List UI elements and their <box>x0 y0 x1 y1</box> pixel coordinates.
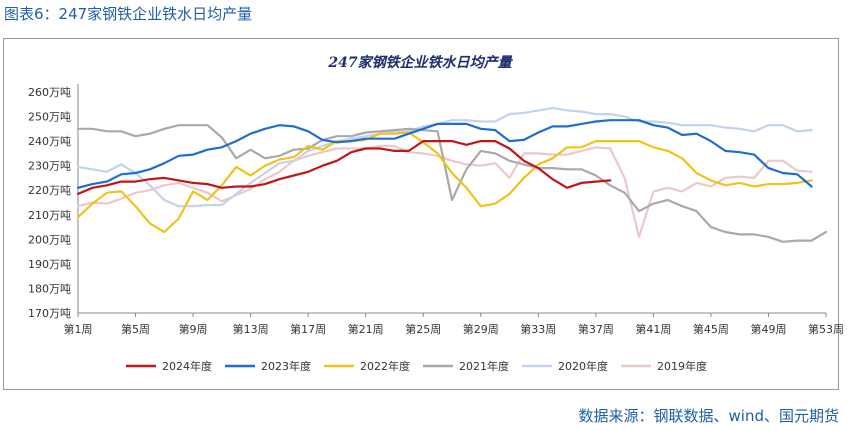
x-tick-label: 第9周 <box>179 322 208 336</box>
chart-frame <box>3 38 839 390</box>
legend-label: 2023年度 <box>261 359 311 373</box>
legend-label: 2021年度 <box>459 359 509 373</box>
series-line <box>76 131 813 234</box>
series-2020年度 <box>76 106 813 208</box>
legend-label: 2020年度 <box>558 359 608 373</box>
series-line <box>76 106 813 208</box>
legend-item: 2022年度 <box>324 359 410 373</box>
legend-label: 2024年度 <box>162 359 212 373</box>
x-tick-label: 第37周 <box>578 322 614 336</box>
axes-layer: 170万吨 180万吨 190万吨 200万吨 210万吨 220万吨 230万吨 240万吨… <box>28 84 844 336</box>
y-tick-label: 200万吨 <box>28 233 71 246</box>
legend-label: 2019年度 <box>657 359 707 373</box>
series-line <box>76 140 612 195</box>
x-tick-label: 第21周 <box>348 322 384 336</box>
x-tick-label: 第5周 <box>121 322 150 336</box>
y-tick-label: 180万吨 <box>28 282 71 295</box>
y-tick-label: 240万吨 <box>28 135 71 148</box>
series-line <box>76 119 813 189</box>
series-2022年度 <box>76 131 813 234</box>
x-tick-label: 第1周 <box>64 322 93 336</box>
series-line <box>76 144 813 238</box>
legend-item: 2023年度 <box>225 359 311 373</box>
y-tick-label: 210万吨 <box>28 209 71 222</box>
x-tick-label: 第45周 <box>693 322 729 336</box>
series-2019年度 <box>76 144 813 238</box>
legend-item: 2020年度 <box>522 359 608 373</box>
legend-item: 2019年度 <box>621 359 707 373</box>
legend-label: 2022年度 <box>360 359 410 373</box>
series-line <box>76 124 828 243</box>
x-tick-label: 第33周 <box>520 322 556 336</box>
y-tick-label: 250万吨 <box>28 111 71 124</box>
y-tick-label: 230万吨 <box>28 160 71 173</box>
x-tick-label: 第25周 <box>405 322 441 336</box>
series-2023年度 <box>76 119 813 189</box>
legend: 2024年度 2023年度 2022年度 2021年度 2020年度 2019年度 <box>126 359 707 373</box>
legend-item: 2024年度 <box>126 359 212 373</box>
x-tick-label: 第49周 <box>750 322 786 336</box>
x-tick-label: 第53周 <box>808 322 844 336</box>
y-tick-label: 170万吨 <box>28 307 71 320</box>
y-tick-label: 220万吨 <box>28 184 71 197</box>
series-2021年度 <box>76 124 828 243</box>
x-tick-label: 第29周 <box>463 322 499 336</box>
legend-item: 2021年度 <box>423 359 509 373</box>
x-tick-label: 第17周 <box>290 322 326 336</box>
x-tick-label: 第13周 <box>233 322 269 336</box>
series-layer <box>76 106 828 243</box>
y-tick-label: 190万吨 <box>28 258 71 271</box>
figure-caption: 图表6：247家钢铁企业铁水日均产量 <box>4 5 253 23</box>
y-tick-label: 260万吨 <box>28 86 71 99</box>
source-note: 数据来源：钢联数据、wind、国元期货 <box>578 407 839 425</box>
series-2024年度 <box>76 140 612 195</box>
chart-title: 247家钢铁企业铁水日均产量 <box>327 54 513 71</box>
x-tick-label: 第41周 <box>635 322 671 336</box>
